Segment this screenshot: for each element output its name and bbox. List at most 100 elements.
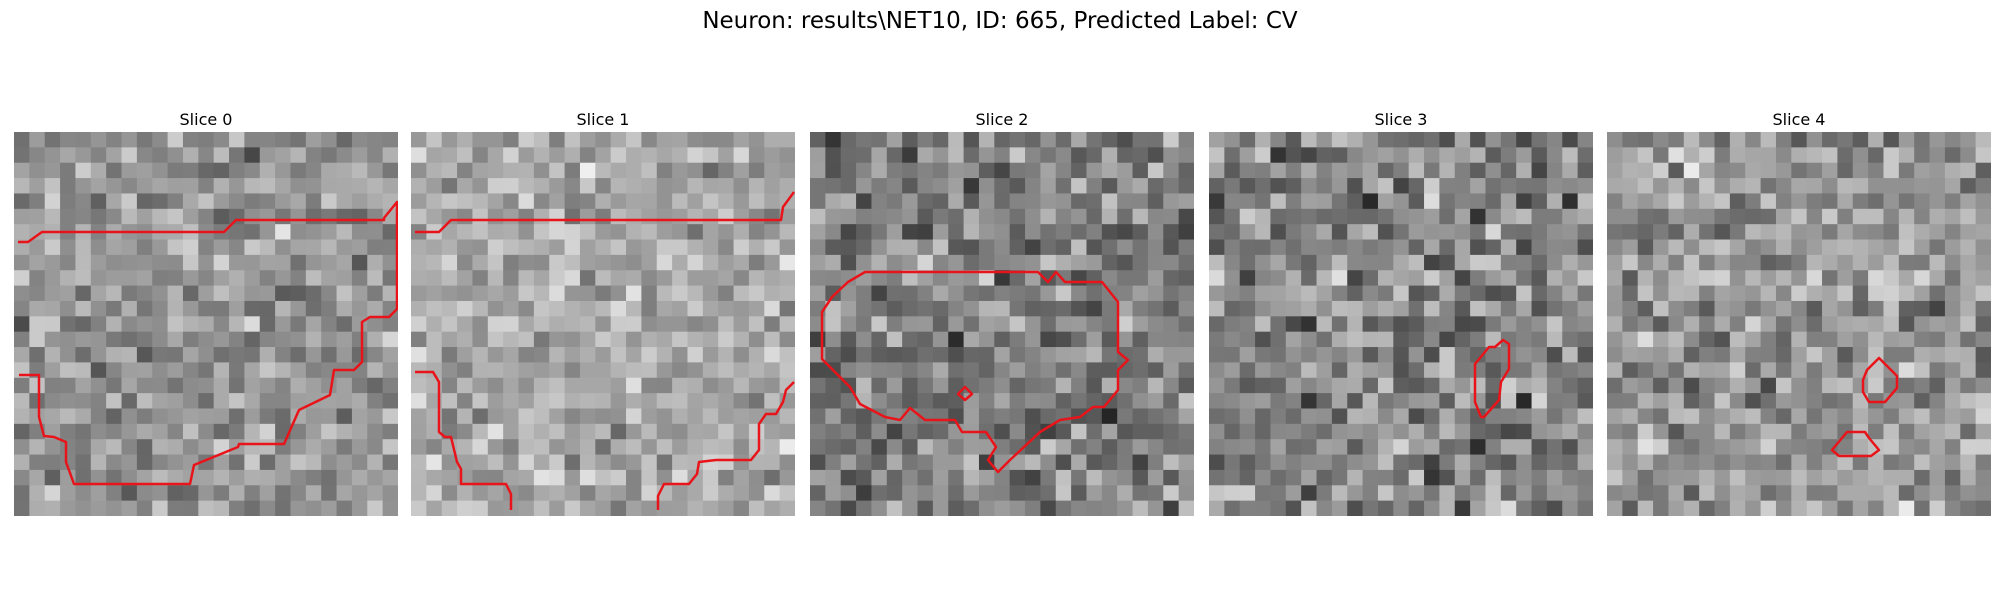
heatmap-cell bbox=[702, 423, 719, 440]
heatmap-cell bbox=[1914, 132, 1931, 148]
heatmap-cell bbox=[733, 423, 750, 440]
heatmap-cell bbox=[1147, 485, 1164, 502]
heatmap-cell bbox=[1132, 239, 1149, 256]
heatmap-cell bbox=[1009, 485, 1026, 502]
heatmap-cell bbox=[1255, 224, 1271, 241]
heatmap-cell bbox=[1775, 469, 1792, 486]
heatmap-cell bbox=[60, 423, 76, 440]
heatmap-cell bbox=[1500, 316, 1517, 333]
heatmap-cell bbox=[871, 193, 888, 210]
heatmap-cell bbox=[1147, 316, 1164, 333]
heatmap-cell bbox=[1178, 408, 1194, 425]
heatmap-cell bbox=[687, 439, 704, 456]
heatmap-cell bbox=[1454, 316, 1471, 333]
heatmap-cell bbox=[1055, 393, 1072, 409]
heatmap-cell bbox=[917, 362, 934, 379]
heatmap-cell bbox=[672, 270, 688, 287]
heatmap-cell bbox=[886, 500, 903, 516]
heatmap-cell bbox=[1224, 500, 1241, 516]
heatmap-cell bbox=[641, 132, 658, 148]
heatmap-cell bbox=[321, 132, 338, 148]
heatmap-cell bbox=[1025, 469, 1041, 486]
heatmap-cell bbox=[1393, 362, 1410, 379]
heatmap-cell bbox=[457, 300, 473, 317]
heatmap-cell bbox=[733, 239, 750, 256]
heatmap-cell bbox=[549, 347, 566, 363]
heatmap-cell bbox=[1822, 193, 1838, 210]
heatmap-cell bbox=[1668, 316, 1685, 333]
heatmap-cell bbox=[1377, 485, 1394, 502]
heatmap-cell bbox=[1393, 147, 1410, 164]
heatmap-cell bbox=[336, 178, 353, 194]
heatmap-cell bbox=[1408, 377, 1425, 394]
heatmap-cell bbox=[1485, 500, 1502, 516]
heatmap-cell bbox=[687, 162, 704, 179]
heatmap-cell bbox=[1837, 331, 1854, 348]
heatmap-cell bbox=[1040, 208, 1057, 225]
heatmap-cell bbox=[1209, 439, 1225, 456]
heatmap-cell bbox=[1760, 285, 1777, 302]
heatmap-cell bbox=[702, 347, 719, 363]
heatmap-cell bbox=[702, 316, 719, 333]
heatmap-cell bbox=[1668, 500, 1685, 516]
heatmap-cell bbox=[672, 208, 688, 225]
heatmap-cell bbox=[1883, 285, 1900, 302]
heatmap-cell bbox=[1025, 270, 1041, 287]
heatmap-cell bbox=[1898, 485, 1915, 502]
heatmap-cell bbox=[29, 147, 46, 164]
heatmap-cell bbox=[1822, 331, 1838, 348]
heatmap-cell bbox=[1622, 147, 1639, 164]
heatmap-cell bbox=[259, 285, 276, 302]
heatmap-cell bbox=[1424, 132, 1440, 148]
heatmap-cell bbox=[1331, 469, 1348, 486]
heatmap-cell bbox=[305, 408, 322, 425]
heatmap-cell bbox=[1163, 393, 1180, 409]
heatmap-cell bbox=[610, 316, 627, 333]
heatmap-cell bbox=[1040, 454, 1057, 471]
heatmap-cell bbox=[1055, 362, 1072, 379]
heatmap-cell bbox=[321, 224, 338, 241]
heatmap-cell bbox=[1653, 469, 1669, 486]
heatmap-cell bbox=[626, 485, 642, 502]
heatmap-cell bbox=[1147, 224, 1164, 241]
heatmap-cell bbox=[1377, 377, 1394, 394]
heatmap-cell bbox=[1117, 132, 1134, 148]
heatmap-cell bbox=[259, 439, 276, 456]
heatmap-cell bbox=[518, 485, 535, 502]
heatmap-cell bbox=[1055, 347, 1072, 363]
heatmap-cell bbox=[290, 362, 307, 379]
heatmap-cell bbox=[1224, 469, 1241, 486]
heatmap-cell bbox=[518, 147, 535, 164]
heatmap-cell bbox=[1852, 331, 1869, 348]
heatmap-cell bbox=[1331, 162, 1348, 179]
heatmap-cell bbox=[198, 178, 215, 194]
heatmap-cell bbox=[1914, 423, 1931, 440]
heatmap-cell bbox=[367, 208, 384, 225]
heatmap-cell bbox=[290, 439, 307, 456]
heatmap-cell bbox=[259, 469, 276, 486]
heatmap-cell bbox=[1500, 300, 1517, 317]
heatmap-cell bbox=[1944, 500, 1961, 516]
heatmap-cell bbox=[1883, 178, 1900, 194]
heatmap-cell bbox=[1837, 132, 1854, 148]
heatmap-cell bbox=[14, 454, 30, 471]
heatmap-cell bbox=[687, 393, 704, 409]
heatmap-cell bbox=[626, 362, 642, 379]
heatmap-cell bbox=[1040, 132, 1057, 148]
heatmap-cell bbox=[1270, 347, 1287, 363]
heatmap-cell bbox=[152, 469, 169, 486]
heatmap-cell bbox=[1745, 162, 1762, 179]
heatmap-cell bbox=[1868, 469, 1884, 486]
heatmap-cell bbox=[564, 439, 581, 456]
heatmap-cell bbox=[1714, 178, 1731, 194]
heatmap-cell bbox=[1362, 331, 1379, 348]
heatmap-cell bbox=[871, 254, 888, 271]
heatmap-cell bbox=[1929, 423, 1946, 440]
heatmap-cell bbox=[305, 485, 322, 502]
heatmap-cell bbox=[1516, 485, 1533, 502]
heatmap-cell bbox=[1883, 454, 1900, 471]
heatmap-cell bbox=[1929, 469, 1946, 486]
heatmap-cell bbox=[1868, 316, 1884, 333]
heatmap-cell bbox=[1683, 362, 1700, 379]
heatmap-cell bbox=[764, 469, 781, 486]
